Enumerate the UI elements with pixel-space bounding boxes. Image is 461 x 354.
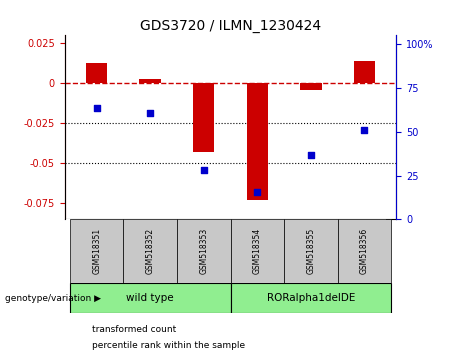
Bar	[193, 84, 214, 152]
Point	[307, 152, 314, 158]
Text: RORalpha1delDE: RORalpha1delDE	[266, 293, 355, 303]
Text: GSM518355: GSM518355	[306, 228, 315, 274]
Bar	[354, 61, 375, 84]
Title: GDS3720 / ILMN_1230424: GDS3720 / ILMN_1230424	[140, 19, 321, 33]
Bar	[300, 84, 321, 90]
Bar	[124, 219, 177, 283]
Bar	[140, 79, 161, 84]
Bar	[230, 219, 284, 283]
Bar	[70, 219, 124, 283]
Text: transformed count: transformed count	[92, 325, 177, 334]
Text: GSM518351: GSM518351	[92, 228, 101, 274]
Point	[93, 105, 100, 111]
Bar	[86, 63, 107, 84]
Point	[361, 127, 368, 133]
Point	[147, 110, 154, 115]
Bar	[337, 219, 391, 283]
Bar	[230, 283, 391, 313]
Text: genotype/variation ▶: genotype/variation ▶	[5, 294, 100, 303]
Bar	[247, 84, 268, 200]
Text: GSM518356: GSM518356	[360, 228, 369, 274]
Text: wild type: wild type	[126, 293, 174, 303]
Text: GSM518352: GSM518352	[146, 228, 155, 274]
Point	[254, 189, 261, 195]
Text: GSM518354: GSM518354	[253, 228, 262, 274]
Bar	[70, 283, 230, 313]
Point	[200, 167, 207, 172]
Text: percentile rank within the sample: percentile rank within the sample	[92, 341, 245, 350]
Bar	[284, 219, 337, 283]
Text: GSM518353: GSM518353	[199, 228, 208, 274]
Bar	[177, 219, 230, 283]
